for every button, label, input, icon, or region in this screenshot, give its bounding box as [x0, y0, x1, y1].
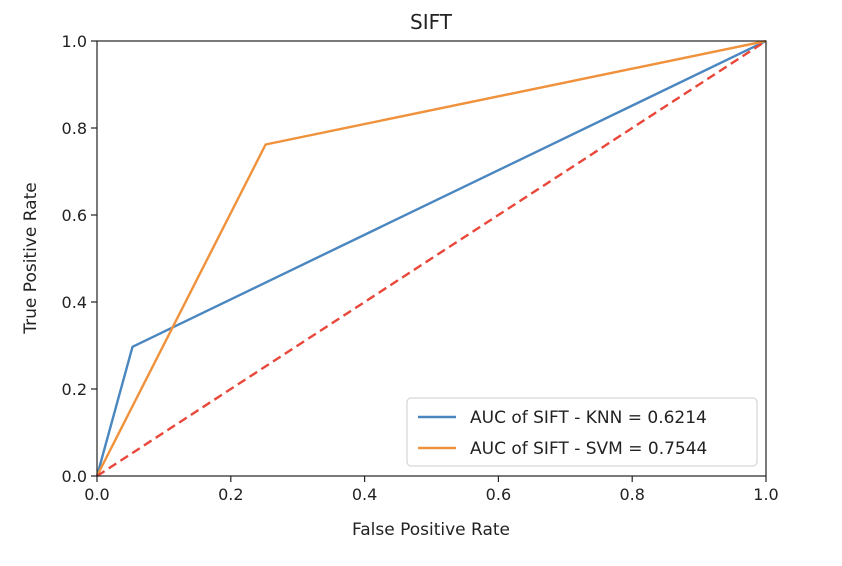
plot-lines — [95, 39, 767, 478]
legend-entry-label: AUC of SIFT - SVM = 0.7544 — [470, 439, 707, 459]
y-tick-label: 1.0 — [62, 32, 87, 51]
x-axis-label: False Positive Rate — [352, 520, 510, 540]
y-axis-label: True Positive Rate — [21, 182, 41, 334]
x-tick-label: 0.6 — [486, 485, 511, 504]
legend-entry-label: AUC of SIFT - KNN = 0.6214 — [470, 408, 707, 428]
y-tick-label: 0.2 — [62, 380, 87, 399]
x-axis-ticks: 0.0 0.2 0.4 0.6 0.8 1.0 — [84, 476, 779, 504]
y-tick-label: 0.0 — [62, 467, 87, 486]
y-tick-label: 0.8 — [62, 119, 87, 138]
x-tick-label: 0.4 — [352, 485, 377, 504]
y-axis-ticks: 0.0 0.2 0.4 0.6 0.8 1.0 — [62, 32, 97, 486]
legend-box — [406, 397, 758, 467]
y-tick-label: 0.4 — [62, 293, 87, 312]
series-line-knn — [95, 39, 767, 477]
legend: AUC of SIFT - KNN = 0.6214 AUC of SIFT - … — [406, 397, 758, 467]
plot-frame — [96, 40, 767, 477]
y-tick-label: 0.6 — [62, 206, 87, 225]
chart-title: SIFT — [410, 10, 453, 34]
x-tick-label: 0.0 — [84, 485, 109, 504]
x-tick-label: 1.0 — [753, 485, 778, 504]
x-tick-label: 0.2 — [218, 485, 243, 504]
reference-diagonal-line — [96, 39, 767, 478]
x-tick-label: 0.8 — [619, 485, 644, 504]
series-line-svm — [95, 39, 767, 477]
